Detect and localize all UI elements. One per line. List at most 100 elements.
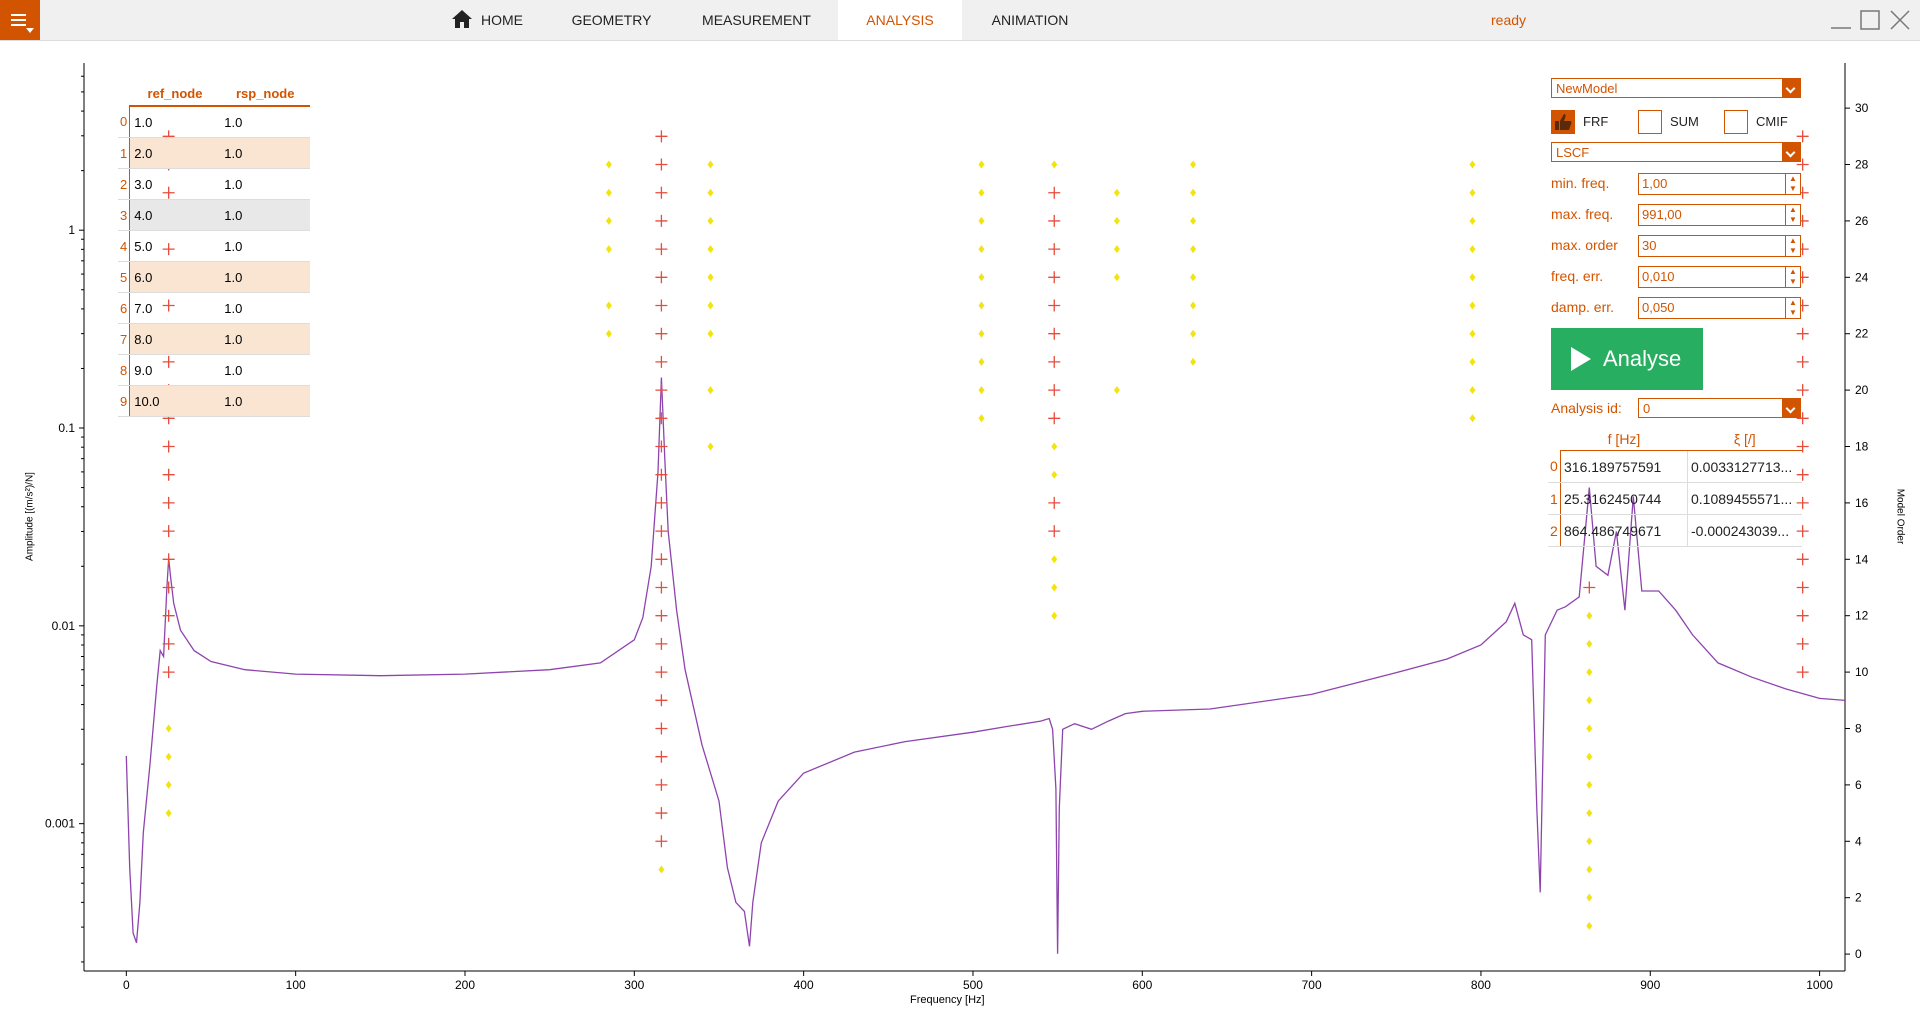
frequency-cell[interactable]: 25.3162450744	[1560, 482, 1688, 515]
stable-pole-marker	[655, 243, 668, 256]
tab-animation[interactable]: ANIMATION	[975, 0, 1085, 40]
table-row[interactable]: 3 4.0 1.0	[118, 199, 311, 231]
rsp-node-cell[interactable]: 1.0	[220, 292, 311, 324]
rsp-node-cell[interactable]: 1.0	[220, 230, 311, 262]
table-row[interactable]: 1 25.3162450744 0.1089455571...	[1548, 482, 1802, 515]
unstable-pole-marker	[658, 865, 665, 874]
stable-pole-marker	[1796, 609, 1809, 622]
stable-pole-marker	[1048, 384, 1061, 397]
rsp-node-cell[interactable]: 1.0	[220, 106, 311, 138]
damping-cell[interactable]: 0.0033127713...	[1687, 450, 1802, 483]
frequency-cell[interactable]: 316.189757591	[1560, 450, 1688, 483]
y2-tick-label: 18	[1855, 440, 1869, 454]
rsp-node-cell[interactable]: 1.0	[220, 354, 311, 386]
menu-button[interactable]	[0, 0, 40, 40]
max-order-input[interactable]: 30 ▲ ▼	[1638, 235, 1801, 257]
unstable-pole-marker	[1113, 216, 1120, 225]
ref-node-cell[interactable]: 2.0	[129, 137, 221, 169]
ref-node-cell[interactable]: 9.0	[129, 354, 221, 386]
rsp-node-cell[interactable]: 1.0	[220, 199, 311, 231]
stable-pole-marker	[655, 186, 668, 199]
table-row[interactable]: 7 8.0 1.0	[118, 323, 311, 355]
rsp-node-cell[interactable]: 1.0	[220, 261, 311, 293]
ref-node-cell[interactable]: 3.0	[129, 168, 221, 200]
freq-err-label: freq. err.	[1551, 268, 1604, 284]
stable-pole-marker	[162, 553, 175, 566]
table-row[interactable]: 1 2.0 1.0	[118, 137, 311, 169]
stable-pole-marker	[655, 496, 668, 509]
y2-tick-label: 8	[1855, 721, 1862, 735]
maximize-button[interactable]	[1858, 8, 1882, 32]
table-row[interactable]: 0 316.189757591 0.0033127713...	[1548, 450, 1802, 483]
unstable-pole-marker	[1113, 245, 1120, 254]
tab-analysis[interactable]: ANALYSIS	[838, 0, 962, 40]
unstable-pole-marker	[1051, 160, 1058, 169]
chevron-down-icon	[1782, 399, 1800, 417]
unstable-pole-marker	[165, 780, 172, 789]
thumbs-up-icon	[1555, 114, 1572, 130]
table-row[interactable]: 5 6.0 1.0	[118, 261, 311, 293]
spin-arrows-icon[interactable]: ▲ ▼	[1785, 205, 1800, 225]
unstable-pole-marker	[1051, 470, 1058, 479]
ref-node-cell[interactable]: 5.0	[129, 230, 221, 262]
freq-err-input[interactable]: 0,010 ▲ ▼	[1638, 266, 1801, 288]
ref-node-cell[interactable]: 7.0	[129, 292, 221, 324]
unstable-pole-marker	[1586, 639, 1593, 648]
unstable-pole-marker	[1469, 386, 1476, 395]
unstable-pole-marker	[707, 329, 714, 338]
method-select[interactable]: LSCF	[1551, 142, 1801, 162]
ref-node-cell[interactable]: 6.0	[129, 261, 221, 293]
ref-node-cell[interactable]: 4.0	[129, 199, 221, 231]
frf-checkbox[interactable]	[1551, 110, 1575, 134]
spin-arrows-icon[interactable]: ▲ ▼	[1785, 174, 1800, 194]
model-select[interactable]: NewModel	[1551, 78, 1801, 98]
table-row[interactable]: 2 864.486749671 -0.000243039...	[1548, 514, 1802, 547]
min-freq-input[interactable]: 1,00 ▲ ▼	[1638, 173, 1801, 195]
tab-home[interactable]: HOME	[445, 0, 535, 40]
stable-pole-marker	[1796, 130, 1809, 143]
analyse-button[interactable]: Analyse	[1551, 328, 1703, 390]
tab-geometry[interactable]: GEOMETRY	[555, 0, 668, 40]
table-row[interactable]: 9 10.0 1.0	[118, 385, 311, 417]
spin-arrows-icon[interactable]: ▲ ▼	[1785, 267, 1800, 287]
spin-arrows-icon[interactable]: ▲ ▼	[1785, 236, 1800, 256]
stable-pole-marker	[1796, 355, 1809, 368]
ref-node-cell[interactable]: 8.0	[129, 323, 221, 355]
cmif-checkbox[interactable]	[1724, 110, 1748, 134]
table-row[interactable]: 2 3.0 1.0	[118, 168, 311, 200]
sum-checkbox[interactable]	[1638, 110, 1662, 134]
max-freq-input[interactable]: 991,00 ▲ ▼	[1638, 204, 1801, 226]
y-tick-label: 0.001	[45, 817, 75, 831]
maximize-icon	[1860, 10, 1880, 30]
rsp-node-cell[interactable]: 1.0	[220, 323, 311, 355]
close-button[interactable]	[1888, 8, 1912, 32]
damping-cell[interactable]: -0.000243039...	[1687, 514, 1802, 547]
tab-measurement[interactable]: MEASUREMENT	[690, 0, 823, 40]
stable-pole-marker	[1048, 355, 1061, 368]
analysis-id-select[interactable]: 0	[1638, 398, 1801, 418]
table-row[interactable]: 0 1.0 1.0	[118, 106, 311, 138]
max-freq-value: 991,00	[1642, 207, 1682, 222]
rsp-node-cell[interactable]: 1.0	[220, 385, 311, 417]
table-row[interactable]: 6 7.0 1.0	[118, 292, 311, 324]
table-row[interactable]: 8 9.0 1.0	[118, 354, 311, 386]
table-row[interactable]: 4 5.0 1.0	[118, 230, 311, 262]
tab-label: ANALYSIS	[866, 12, 934, 28]
unstable-pole-marker	[978, 301, 985, 310]
stable-pole-marker	[655, 525, 668, 538]
y2-tick-label: 30	[1855, 101, 1869, 115]
damping-cell[interactable]: 0.1089455571...	[1687, 482, 1802, 515]
stable-pole-marker	[162, 609, 175, 622]
frequency-cell[interactable]: 864.486749671	[1560, 514, 1688, 547]
damp-err-input[interactable]: 0,050 ▲ ▼	[1638, 297, 1801, 319]
ref-node-cell[interactable]: 1.0	[129, 106, 221, 138]
spin-arrows-icon[interactable]: ▲ ▼	[1785, 298, 1800, 318]
ref-node-cell[interactable]: 10.0	[129, 385, 221, 417]
rsp-node-cell[interactable]: 1.0	[220, 168, 311, 200]
unstable-pole-marker	[1190, 188, 1197, 197]
stable-pole-marker	[1796, 384, 1809, 397]
y2-tick-label: 14	[1855, 552, 1869, 566]
minimize-button[interactable]	[1829, 8, 1853, 32]
unstable-pole-marker	[707, 386, 714, 395]
rsp-node-cell[interactable]: 1.0	[220, 137, 311, 169]
